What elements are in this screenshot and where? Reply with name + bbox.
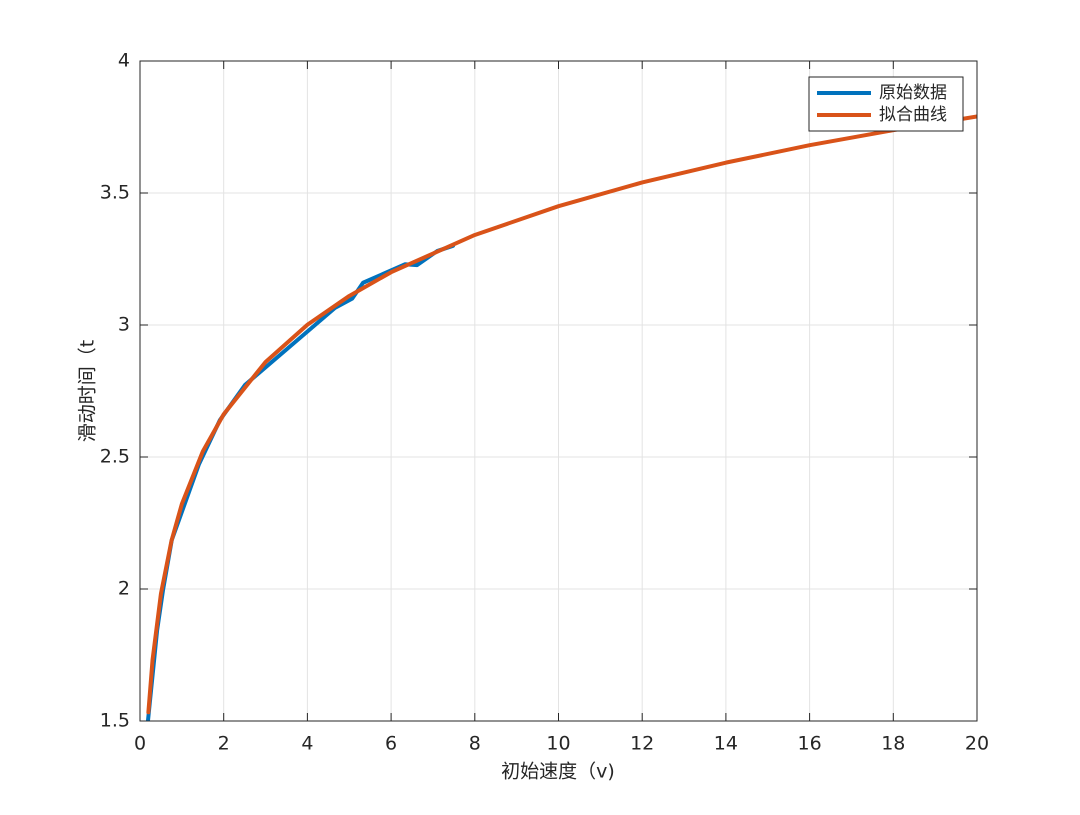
legend-label: 原始数据 [879,83,947,103]
x-tick-label: 20 [965,733,989,755]
y-axis-label: 滑动时间（t [77,340,99,442]
x-tick-label: 10 [546,733,570,755]
x-tick-label: 8 [469,733,481,755]
x-tick-label: 6 [385,733,397,755]
y-tick-label: 3 [118,314,130,336]
x-axis-label: 初始速度（v) [501,761,615,783]
y-tick-label: 2 [118,578,130,600]
legend-label: 拟合曲线 [879,105,947,125]
x-tick-label: 14 [714,733,738,755]
x-tick-label: 4 [301,733,313,755]
x-tick-label: 18 [881,733,905,755]
x-tick-label: 0 [134,733,146,755]
x-tick-label: 12 [630,733,654,755]
legend-box [808,76,964,132]
ticks: 0 2 4 6 8 10 12 14 16 18 20 1.5 2 2.5 3 3.5 4 [100,50,989,755]
x-tick-label: 2 [218,733,230,755]
y-tick-label: 1.5 [100,710,130,732]
y-tick-label: 2.5 [100,446,130,468]
x-tick-label: 16 [798,733,822,755]
y-tick-label: 4 [118,50,130,72]
data-line [146,114,977,715]
lines [145,114,977,721]
y-tick-label: 3.5 [100,182,130,204]
